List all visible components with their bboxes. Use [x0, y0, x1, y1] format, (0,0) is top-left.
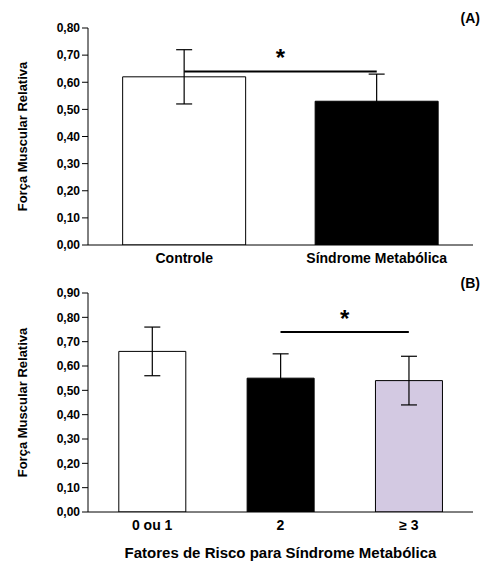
- svg-text:*: *: [340, 305, 350, 332]
- svg-text:0,30: 0,30: [57, 157, 81, 171]
- svg-text:*: *: [276, 44, 286, 71]
- svg-text:0 ou 1: 0 ou 1: [132, 517, 173, 533]
- svg-text:0,70: 0,70: [57, 335, 81, 349]
- svg-text:Controle: Controle: [155, 250, 213, 266]
- svg-text:0,90: 0,90: [57, 286, 81, 300]
- svg-text:2: 2: [277, 517, 285, 533]
- svg-text:0,50: 0,50: [57, 384, 81, 398]
- svg-text:0,20: 0,20: [57, 457, 81, 471]
- svg-text:0,60: 0,60: [57, 76, 81, 90]
- svg-text:0,10: 0,10: [57, 481, 81, 495]
- svg-text:0,10: 0,10: [57, 211, 81, 225]
- svg-text:0,70: 0,70: [57, 48, 81, 62]
- svg-text:Força Muscular Relativa: Força Muscular Relativa: [15, 61, 30, 211]
- html-text:(B): (B): [460, 275, 480, 291]
- svg-text:0,40: 0,40: [57, 130, 81, 144]
- svg-text:0,80: 0,80: [57, 311, 81, 325]
- svg-text:Fatores de Risco para Síndrome: Fatores de Risco para Síndrome Metabólic…: [125, 544, 437, 561]
- svg-text:0,30: 0,30: [57, 432, 81, 446]
- svg-text:0,60: 0,60: [57, 359, 81, 373]
- svg-text:≥ 3: ≥ 3: [399, 517, 419, 533]
- svg-text:Força Muscular Relativa: Força Muscular Relativa: [15, 327, 30, 477]
- svg-text:0,40: 0,40: [57, 408, 81, 422]
- svg-text:0,50: 0,50: [57, 103, 81, 117]
- svg-text:0,00: 0,00: [57, 238, 81, 252]
- svg-text:0,20: 0,20: [57, 184, 81, 198]
- svg-text:0,00: 0,00: [57, 505, 81, 519]
- html-text:(A): (A): [460, 10, 480, 26]
- svg-text:0,80: 0,80: [57, 21, 81, 35]
- svg-text:Síndrome Metabólica: Síndrome Metabólica: [306, 250, 447, 266]
